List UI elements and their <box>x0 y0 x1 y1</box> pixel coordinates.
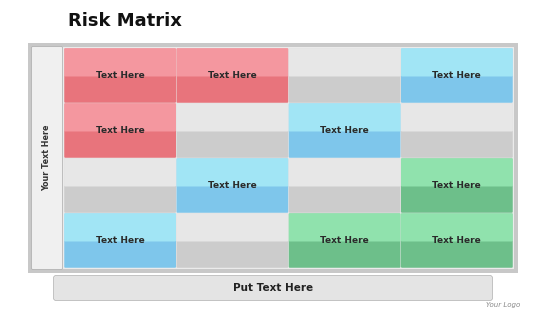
Text: Text Here: Text Here <box>208 71 256 80</box>
Text: Text Here: Text Here <box>96 71 144 80</box>
Text: Risk Matrix: Risk Matrix <box>68 12 182 30</box>
FancyBboxPatch shape <box>176 158 288 186</box>
Text: Text Here: Text Here <box>432 181 481 190</box>
FancyBboxPatch shape <box>176 103 288 158</box>
FancyBboxPatch shape <box>289 103 400 158</box>
FancyBboxPatch shape <box>289 213 400 242</box>
FancyBboxPatch shape <box>289 48 400 103</box>
FancyBboxPatch shape <box>401 158 513 186</box>
FancyBboxPatch shape <box>54 276 492 301</box>
Text: Text Here: Text Here <box>208 181 256 190</box>
FancyBboxPatch shape <box>176 213 288 242</box>
Text: Text Here: Text Here <box>96 236 144 245</box>
Text: Your Text Here: Your Text Here <box>43 125 52 191</box>
FancyBboxPatch shape <box>64 103 176 158</box>
FancyBboxPatch shape <box>401 213 513 242</box>
Bar <box>32 47 514 269</box>
FancyBboxPatch shape <box>176 48 288 77</box>
Bar <box>57 279 491 299</box>
FancyBboxPatch shape <box>64 213 176 242</box>
FancyBboxPatch shape <box>289 213 400 268</box>
Bar <box>34 49 62 269</box>
FancyBboxPatch shape <box>64 213 176 268</box>
FancyBboxPatch shape <box>401 158 513 213</box>
Text: Your Logo: Your Logo <box>486 302 520 308</box>
FancyBboxPatch shape <box>176 213 288 268</box>
Text: Text Here: Text Here <box>320 126 369 135</box>
FancyBboxPatch shape <box>176 158 288 213</box>
Text: Text Here: Text Here <box>432 236 481 245</box>
FancyBboxPatch shape <box>401 48 513 77</box>
FancyBboxPatch shape <box>289 103 400 131</box>
Text: Text Here: Text Here <box>320 236 369 245</box>
FancyBboxPatch shape <box>289 48 400 77</box>
FancyBboxPatch shape <box>401 48 513 103</box>
FancyBboxPatch shape <box>31 47 63 270</box>
FancyBboxPatch shape <box>64 48 176 77</box>
FancyBboxPatch shape <box>64 158 176 213</box>
FancyBboxPatch shape <box>176 103 288 131</box>
FancyBboxPatch shape <box>401 103 513 158</box>
FancyBboxPatch shape <box>64 158 176 186</box>
Text: Text Here: Text Here <box>432 71 481 80</box>
FancyBboxPatch shape <box>289 158 400 186</box>
FancyBboxPatch shape <box>401 103 513 131</box>
FancyBboxPatch shape <box>176 48 288 103</box>
FancyBboxPatch shape <box>64 48 176 103</box>
Text: Text Here: Text Here <box>96 126 144 135</box>
FancyBboxPatch shape <box>289 158 400 213</box>
FancyBboxPatch shape <box>401 213 513 268</box>
FancyBboxPatch shape <box>64 103 176 131</box>
Bar <box>28 43 518 273</box>
Text: Put Text Here: Put Text Here <box>233 283 313 293</box>
